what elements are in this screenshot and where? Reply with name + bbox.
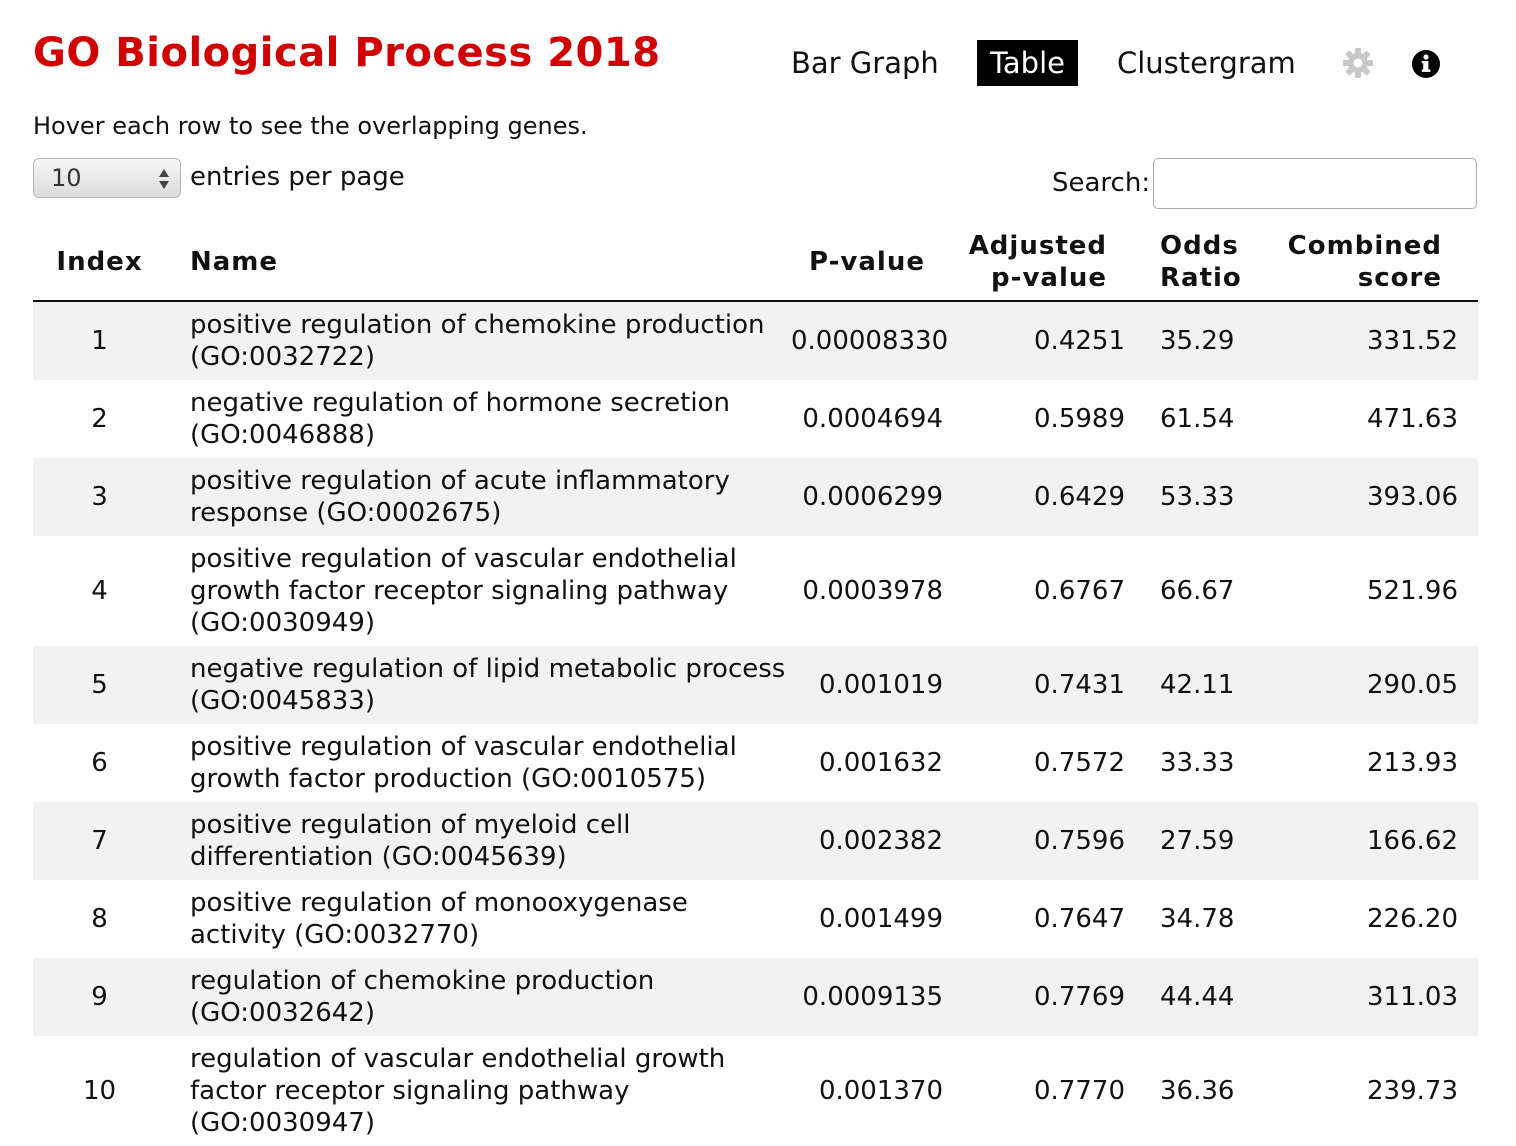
entries-per-page-label: entries per page [190, 162, 405, 192]
cell-combined-score: 166.62 [1367, 826, 1458, 856]
header-odds-line2: Ratio [1160, 263, 1242, 293]
cell-pvalue: 0.001019 [818, 670, 943, 700]
header-odds-line1: Odds [1160, 231, 1239, 261]
search-input[interactable] [1153, 158, 1477, 209]
page-title: GO Biological Process 2018 [33, 30, 661, 76]
cell-name: positive regulation of vascular endothel… [190, 732, 737, 794]
table-row[interactable]: 10 regulation of vascular endothelial gr… [33, 1036, 1478, 1146]
cell-pvalue: 0.0009135 [802, 982, 943, 1012]
select-arrows-icon [159, 169, 169, 189]
cell-odds-ratio: 53.33 [1160, 482, 1235, 512]
cell-odds-ratio: 34.78 [1160, 904, 1235, 934]
entries-value: 10 [51, 164, 82, 192]
header-adjusted-line1: Adjusted [968, 231, 1107, 261]
cell-combined-score: 311.03 [1367, 982, 1458, 1012]
cell-odds-ratio: 42.11 [1160, 670, 1235, 700]
header-name[interactable]: Name [166, 226, 791, 302]
table-row[interactable]: 1 positive regulation of chemokine produ… [33, 301, 1478, 380]
results-table: Index Name P-value Adjusted p-value Odds R… [33, 226, 1478, 1146]
cell-pvalue: 0.0006299 [802, 482, 943, 512]
cell-pvalue: 0.001632 [818, 748, 943, 778]
cell-pvalue: 0.002382 [818, 826, 943, 856]
cell-index: 3 [91, 482, 108, 512]
table-row[interactable]: 7 positive regulation of myeloid cell di… [33, 802, 1478, 880]
cell-adjusted-pvalue: 0.4251 [1034, 326, 1125, 356]
cell-adjusted-pvalue: 0.6767 [1034, 576, 1125, 606]
view-tabs: Bar Graph Table Clustergram [0, 40, 1516, 86]
cell-index: 8 [91, 904, 108, 934]
cell-index: 6 [91, 748, 108, 778]
header-combined-line1: Combined [1287, 231, 1442, 261]
header-adjusted-pvalue[interactable]: Adjusted p-value [943, 226, 1125, 302]
cell-name: negative regulation of lipid metabolic p… [190, 654, 786, 716]
table-row[interactable]: 3 positive regulation of acute inflammat… [33, 458, 1478, 536]
cell-combined-score: 521.96 [1367, 576, 1458, 606]
entries-per-page-select[interactable]: 10 [33, 158, 181, 198]
gear-icon[interactable] [1342, 47, 1374, 79]
cell-odds-ratio: 33.33 [1160, 748, 1235, 778]
info-icon[interactable] [1411, 49, 1441, 79]
header-row: Index Name P-value Adjusted p-value Odds R… [33, 226, 1478, 302]
table-body: 1 positive regulation of chemokine produ… [33, 301, 1478, 1146]
cell-name: regulation of chemokine production (GO:0… [190, 966, 655, 1028]
table-row[interactable]: 5 negative regulation of lipid metabolic… [33, 646, 1478, 724]
cell-pvalue: 0.001370 [818, 1076, 943, 1106]
tab-clustergram[interactable]: Clustergram [1117, 46, 1296, 80]
table-row[interactable]: 9 regulation of chemokine production (GO… [33, 958, 1478, 1036]
cell-pvalue: 0.00008330 [791, 326, 949, 356]
cell-combined-score: 471.63 [1367, 404, 1458, 434]
cell-index: 7 [91, 826, 108, 856]
header-adjusted-line2: p-value [991, 263, 1107, 293]
cell-index: 2 [91, 404, 108, 434]
cell-pvalue: 0.0004694 [802, 404, 943, 434]
cell-combined-score: 393.06 [1367, 482, 1458, 512]
header-pvalue[interactable]: P-value [791, 226, 943, 302]
cell-name: positive regulation of myeloid cell diff… [190, 810, 631, 872]
cell-index: 10 [82, 1076, 117, 1106]
header-index[interactable]: Index [33, 226, 166, 302]
cell-pvalue: 0.0003978 [802, 576, 943, 606]
cell-combined-score: 331.52 [1367, 326, 1458, 356]
cell-index: 4 [91, 576, 108, 606]
table-row[interactable]: 6 positive regulation of vascular endoth… [33, 724, 1478, 802]
cell-odds-ratio: 61.54 [1160, 404, 1235, 434]
search-label: Search: [1052, 168, 1151, 198]
cell-index: 5 [91, 670, 108, 700]
table-row[interactable]: 4 positive regulation of vascular endoth… [33, 536, 1478, 646]
cell-adjusted-pvalue: 0.7431 [1034, 670, 1125, 700]
cell-name: positive regulation of monooxygenase act… [190, 888, 688, 950]
cell-name: positive regulation of acute inflammator… [190, 466, 730, 528]
cell-pvalue: 0.001499 [818, 904, 943, 934]
cell-combined-score: 239.73 [1367, 1076, 1458, 1106]
table-row[interactable]: 2 negative regulation of hormone secreti… [33, 380, 1478, 458]
cell-odds-ratio: 36.36 [1160, 1076, 1235, 1106]
cell-adjusted-pvalue: 0.7647 [1034, 904, 1125, 934]
cell-adjusted-pvalue: 0.7769 [1034, 982, 1125, 1012]
cell-combined-score: 226.20 [1367, 904, 1458, 934]
cell-odds-ratio: 27.59 [1160, 826, 1235, 856]
cell-odds-ratio: 44.44 [1160, 982, 1235, 1012]
hover-hint: Hover each row to see the overlapping ge… [33, 112, 588, 140]
header-odds-ratio[interactable]: Odds Ratio [1125, 226, 1255, 302]
cell-name: positive regulation of vascular endothel… [190, 544, 737, 638]
header-combined-score[interactable]: Combined score [1255, 226, 1478, 302]
cell-odds-ratio: 35.29 [1160, 326, 1235, 356]
table-row[interactable]: 8 positive regulation of monooxygenase a… [33, 880, 1478, 958]
cell-odds-ratio: 66.67 [1160, 576, 1235, 606]
cell-adjusted-pvalue: 0.7596 [1034, 826, 1125, 856]
cell-combined-score: 290.05 [1367, 670, 1458, 700]
cell-name: regulation of vascular endothelial growt… [190, 1044, 726, 1138]
cell-combined-score: 213.93 [1367, 748, 1458, 778]
tab-table[interactable]: Table [977, 40, 1078, 86]
tab-bar-graph[interactable]: Bar Graph [791, 46, 939, 80]
header-combined-line2: score [1357, 263, 1442, 293]
cell-adjusted-pvalue: 0.5989 [1034, 404, 1125, 434]
cell-name: positive regulation of chemokine product… [190, 310, 765, 372]
cell-adjusted-pvalue: 0.7770 [1034, 1076, 1125, 1106]
cell-index: 9 [91, 982, 108, 1012]
cell-index: 1 [91, 326, 108, 356]
cell-name: negative regulation of hormone secretion… [190, 388, 730, 450]
cell-adjusted-pvalue: 0.6429 [1034, 482, 1125, 512]
cell-adjusted-pvalue: 0.7572 [1034, 748, 1125, 778]
